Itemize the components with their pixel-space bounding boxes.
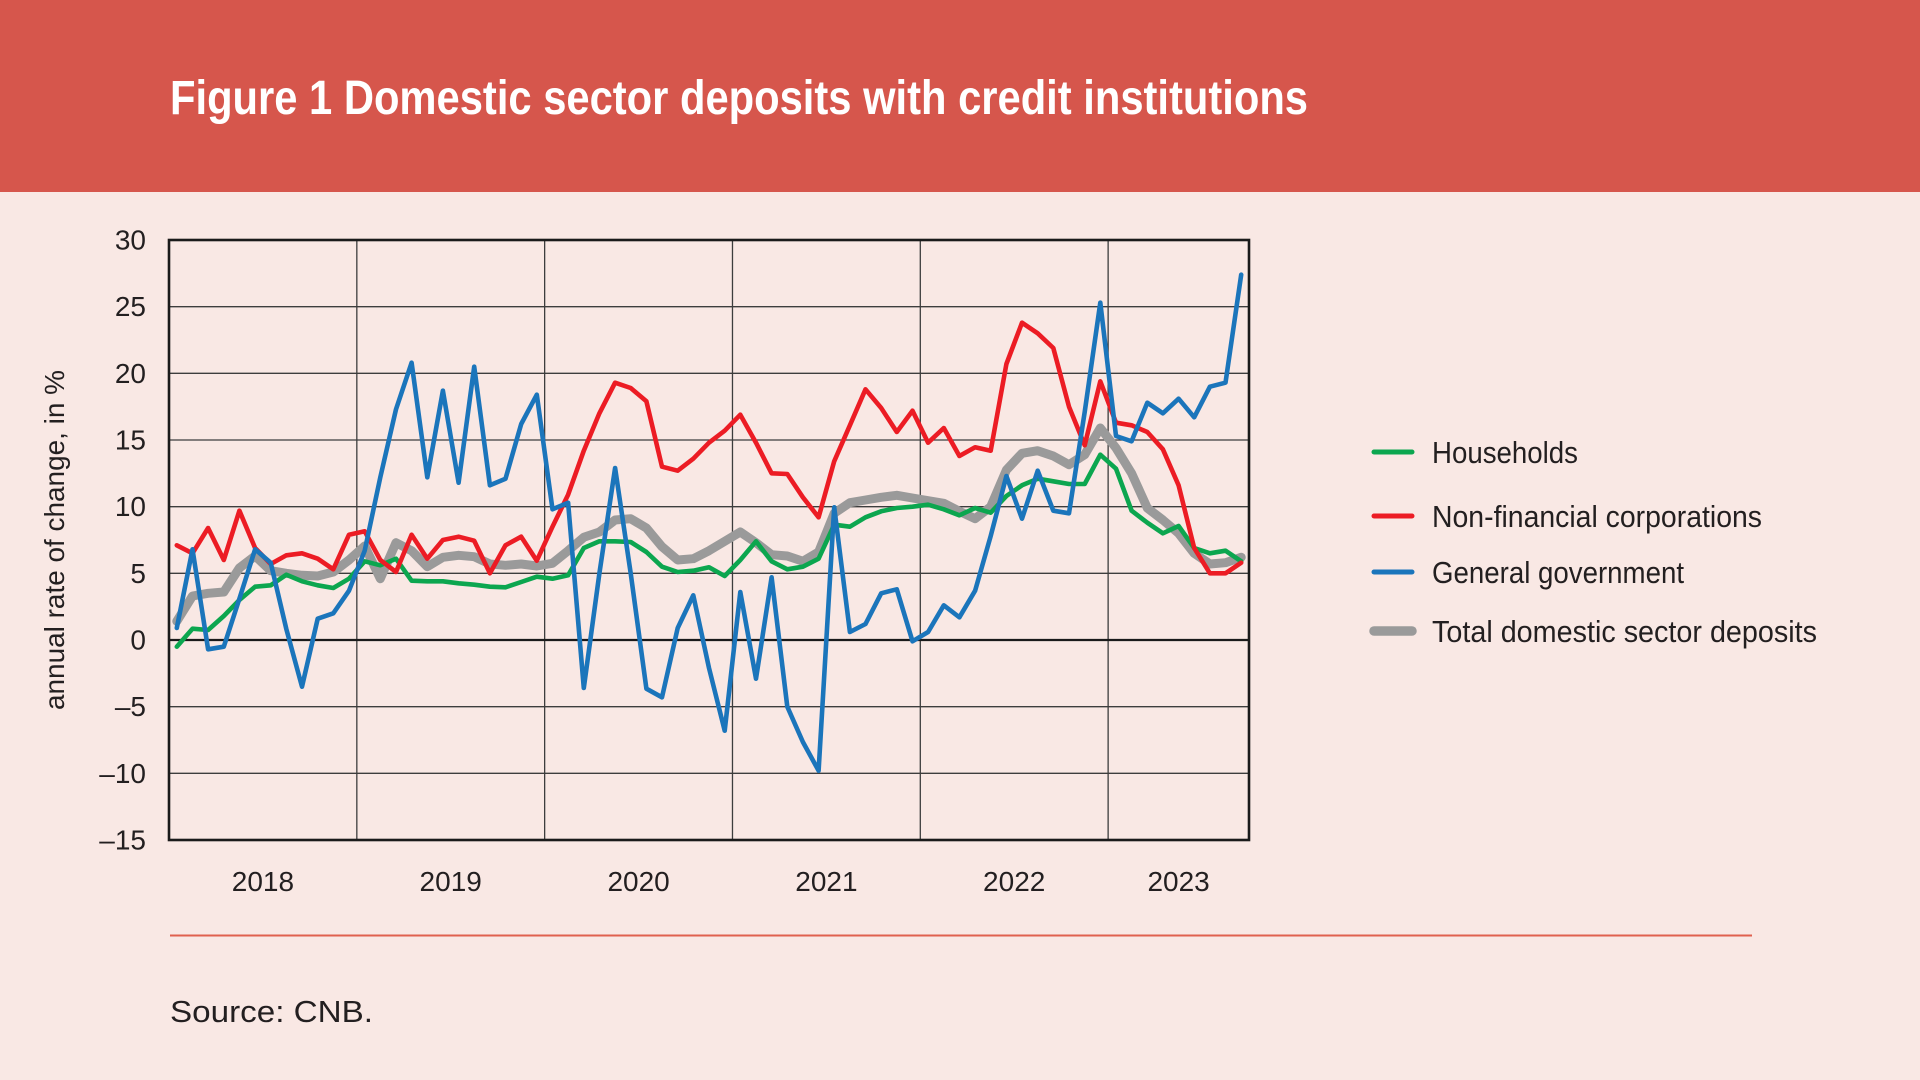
svg-text:5: 5: [130, 558, 146, 589]
svg-text:–10: –10: [99, 758, 146, 789]
svg-text:–5: –5: [115, 691, 146, 722]
svg-text:2020: 2020: [607, 866, 669, 897]
svg-text:2021: 2021: [795, 866, 857, 897]
svg-text:2019: 2019: [420, 866, 482, 897]
svg-text:annual rate of change, in %: annual rate of change, in %: [39, 370, 70, 710]
svg-text:Non-financial corporations: Non-financial corporations: [1432, 499, 1762, 534]
svg-text:30: 30: [115, 225, 146, 256]
svg-text:20: 20: [115, 358, 146, 389]
svg-text:10: 10: [115, 491, 146, 522]
svg-text:Households: Households: [1432, 435, 1578, 470]
svg-text:15: 15: [115, 425, 146, 456]
svg-text:0: 0: [130, 625, 146, 656]
svg-text:2022: 2022: [983, 866, 1045, 897]
svg-text:–15: –15: [99, 825, 146, 856]
svg-text:25: 25: [115, 291, 146, 322]
svg-text:General government: General government: [1432, 555, 1684, 590]
svg-text:Figure 1 Domestic sector depos: Figure 1 Domestic sector deposits with c…: [170, 72, 1308, 125]
svg-text:2018: 2018: [232, 866, 294, 897]
svg-text:Source: CNB.: Source: CNB.: [170, 994, 373, 1029]
svg-text:Total domestic sector deposits: Total domestic sector deposits: [1432, 614, 1817, 649]
svg-text:2023: 2023: [1147, 866, 1209, 897]
